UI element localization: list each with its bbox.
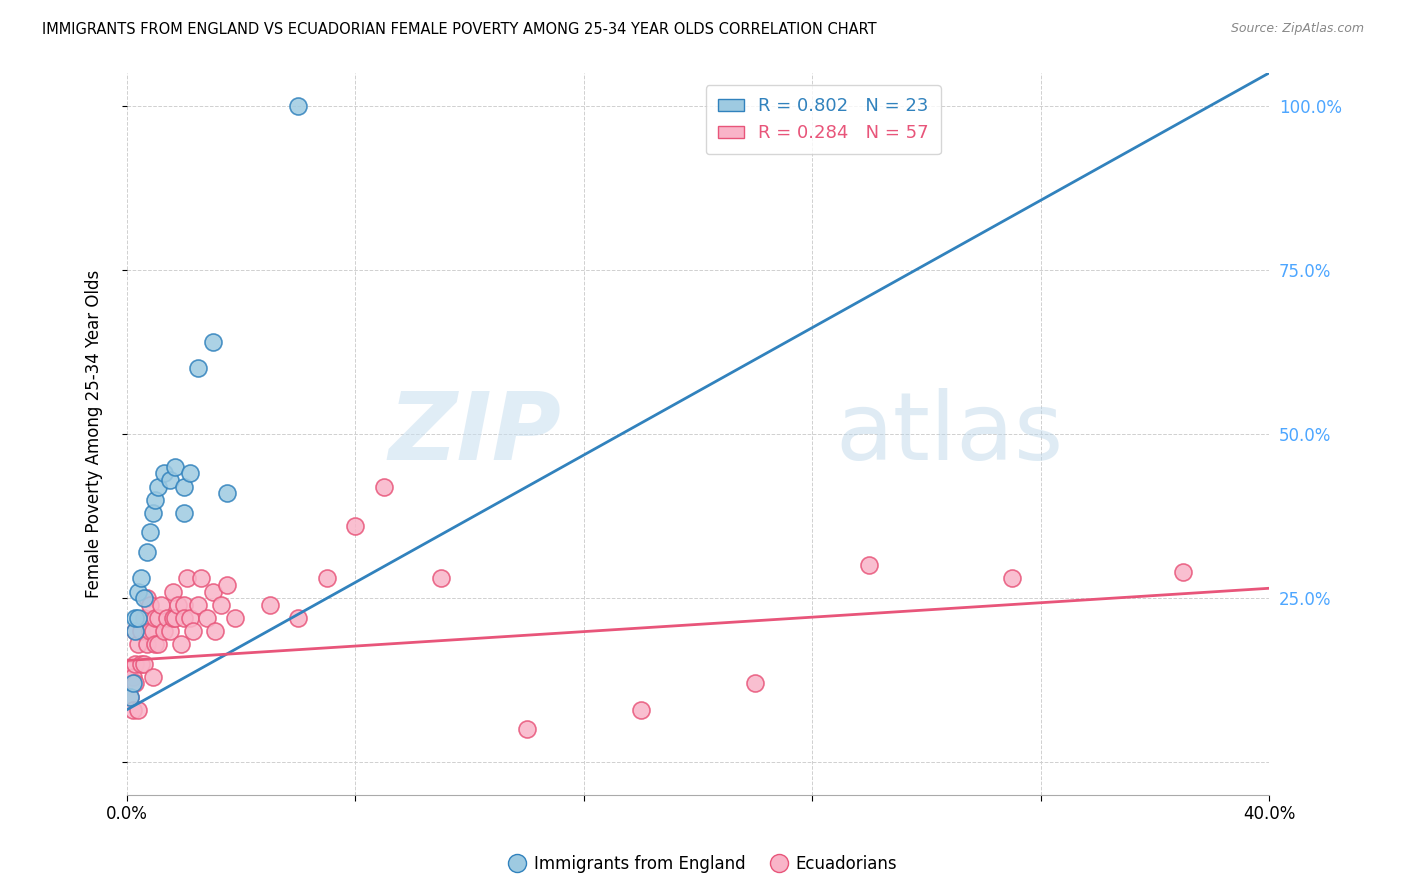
Point [132, 657, 155, 671]
Point [124, 624, 146, 638]
Point [127, 703, 149, 717]
Point [287, 611, 309, 625]
Legend: Immigrants from England, Ecuadorians: Immigrants from England, Ecuadorians [502, 848, 904, 880]
Point [170, 637, 193, 651]
Point [315, 571, 337, 585]
Point [165, 611, 187, 625]
Point [127, 584, 149, 599]
Point [142, 506, 165, 520]
Point [858, 558, 880, 573]
Y-axis label: Female Poverty Among 25-34 Year Olds: Female Poverty Among 25-34 Year Olds [86, 270, 103, 599]
Point [159, 624, 181, 638]
Point [173, 598, 195, 612]
Point [139, 525, 162, 540]
Point [181, 624, 204, 638]
Point [124, 611, 146, 625]
Point [118, 664, 141, 678]
Point [129, 657, 152, 671]
Point [124, 676, 146, 690]
Point [135, 591, 157, 606]
Point [139, 624, 162, 638]
Point [516, 723, 538, 737]
Point [139, 598, 162, 612]
Point [153, 467, 176, 481]
Point [259, 598, 281, 612]
Text: IMMIGRANTS FROM ENGLAND VS ECUADORIAN FEMALE POVERTY AMONG 25-34 YEAR OLDS CORRE: IMMIGRANTS FROM ENGLAND VS ECUADORIAN FE… [42, 22, 877, 37]
Point [121, 670, 143, 684]
Point [187, 598, 209, 612]
Point [204, 624, 226, 638]
Point [215, 486, 238, 500]
Point [162, 611, 184, 625]
Point [124, 624, 146, 638]
Point [132, 611, 155, 625]
Point [129, 624, 152, 638]
Point [150, 598, 173, 612]
Point [121, 703, 143, 717]
Point [127, 611, 149, 625]
Point [224, 611, 246, 625]
Point [145, 611, 167, 625]
Point [201, 335, 224, 350]
Point [148, 479, 170, 493]
Point [1173, 565, 1195, 579]
Point [162, 584, 184, 599]
Point [132, 591, 155, 606]
Point [118, 690, 141, 704]
Point [148, 611, 170, 625]
Point [142, 670, 165, 684]
Point [159, 473, 181, 487]
Point [344, 519, 367, 533]
Point [129, 571, 152, 585]
Point [373, 479, 395, 493]
Point [121, 676, 143, 690]
Point [179, 467, 201, 481]
Point [190, 571, 212, 585]
Point [215, 578, 238, 592]
Point [148, 637, 170, 651]
Point [135, 545, 157, 559]
Text: ZIP: ZIP [388, 388, 561, 480]
Point [167, 598, 190, 612]
Point [165, 459, 187, 474]
Point [1001, 571, 1024, 585]
Point [744, 676, 766, 690]
Point [124, 657, 146, 671]
Point [179, 611, 201, 625]
Point [630, 703, 652, 717]
Point [156, 611, 179, 625]
Point [118, 690, 141, 704]
Point [173, 611, 195, 625]
Point [173, 479, 195, 493]
Point [173, 506, 195, 520]
Point [145, 637, 167, 651]
Point [153, 624, 176, 638]
Point [201, 584, 224, 599]
Text: Source: ZipAtlas.com: Source: ZipAtlas.com [1230, 22, 1364, 36]
Point [127, 637, 149, 651]
Point [209, 598, 232, 612]
Point [287, 99, 309, 113]
Point [142, 624, 165, 638]
Point [145, 492, 167, 507]
Point [187, 361, 209, 376]
Point [176, 571, 198, 585]
Point [135, 637, 157, 651]
Point [430, 571, 453, 585]
Legend: R = 0.802   N = 23, R = 0.284   N = 57: R = 0.802 N = 23, R = 0.284 N = 57 [706, 86, 941, 154]
Text: atlas: atlas [835, 388, 1063, 480]
Point [195, 611, 218, 625]
